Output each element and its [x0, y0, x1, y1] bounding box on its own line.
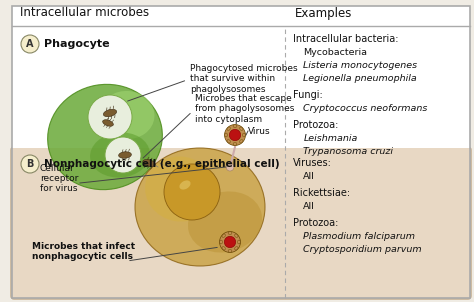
Circle shape — [21, 35, 39, 53]
Ellipse shape — [219, 240, 222, 244]
Text: Examples: Examples — [295, 7, 353, 20]
Circle shape — [164, 164, 220, 220]
Text: Microbes that escape
from phagolysosomes
into cytoplasm: Microbes that escape from phagolysosomes… — [143, 94, 294, 158]
Ellipse shape — [222, 247, 226, 250]
Text: Viruses:: Viruses: — [293, 158, 332, 168]
Circle shape — [105, 137, 141, 173]
Text: Protozoa:: Protozoa: — [293, 218, 339, 228]
Text: Virus: Virus — [248, 127, 271, 136]
Ellipse shape — [180, 180, 191, 190]
Text: All: All — [303, 202, 315, 211]
Text: Cellular: Cellular — [40, 164, 75, 173]
Ellipse shape — [222, 234, 226, 237]
Ellipse shape — [143, 159, 155, 166]
Circle shape — [224, 236, 236, 248]
Text: Microbes that infect: Microbes that infect — [32, 242, 135, 251]
Text: Rickettsiae:: Rickettsiae: — [293, 188, 350, 198]
Ellipse shape — [48, 84, 163, 190]
Ellipse shape — [227, 140, 230, 143]
Text: B: B — [27, 159, 34, 169]
Text: Legionella pneumophila: Legionella pneumophila — [303, 74, 417, 83]
FancyBboxPatch shape — [11, 147, 471, 299]
Ellipse shape — [239, 127, 243, 130]
Ellipse shape — [135, 148, 265, 266]
Text: Leishmania: Leishmania — [303, 134, 358, 143]
Ellipse shape — [103, 109, 117, 117]
Text: Cryptosporidium parvum: Cryptosporidium parvum — [303, 245, 422, 254]
Ellipse shape — [235, 247, 238, 250]
Ellipse shape — [233, 143, 237, 145]
Text: Mycobacteria: Mycobacteria — [303, 48, 367, 57]
Ellipse shape — [103, 120, 113, 126]
Ellipse shape — [118, 152, 131, 158]
Text: receptor: receptor — [40, 174, 78, 183]
Circle shape — [219, 232, 240, 252]
Ellipse shape — [237, 240, 240, 244]
Ellipse shape — [243, 133, 246, 137]
Text: nonphagocytic cells: nonphagocytic cells — [32, 252, 133, 261]
Text: Plasmodium falciparum: Plasmodium falciparum — [303, 232, 415, 241]
Text: Protozoa:: Protozoa: — [293, 120, 339, 130]
Bar — [12, 32, 470, 148]
Text: Listeria monocytogenes: Listeria monocytogenes — [303, 61, 418, 70]
Text: Phagocytosed microbes
that survive within
phagolysosomes: Phagocytosed microbes that survive withi… — [128, 64, 298, 101]
Ellipse shape — [90, 133, 150, 178]
Ellipse shape — [239, 140, 243, 143]
Circle shape — [226, 163, 234, 171]
Ellipse shape — [100, 91, 155, 139]
Text: All: All — [303, 172, 315, 181]
Ellipse shape — [235, 234, 238, 237]
Ellipse shape — [228, 232, 232, 235]
Circle shape — [21, 155, 39, 173]
Circle shape — [88, 95, 132, 139]
Bar — [12, 32, 285, 148]
Text: Fungi:: Fungi: — [293, 90, 323, 100]
Ellipse shape — [228, 249, 232, 252]
Text: Trypanosoma cruzi: Trypanosoma cruzi — [303, 147, 393, 156]
Text: Intracellular microbes: Intracellular microbes — [20, 7, 149, 20]
Ellipse shape — [188, 191, 262, 252]
Circle shape — [225, 124, 246, 146]
Circle shape — [229, 129, 241, 141]
Text: A: A — [26, 39, 34, 49]
Text: Cryptococcus neoformans: Cryptococcus neoformans — [303, 104, 428, 113]
Ellipse shape — [233, 125, 237, 127]
Text: for virus: for virus — [40, 184, 78, 193]
Bar — [12, 32, 470, 148]
Text: Phagocyte: Phagocyte — [44, 39, 109, 49]
Ellipse shape — [145, 156, 215, 222]
Ellipse shape — [225, 133, 228, 137]
Text: Intracellular bacteria:: Intracellular bacteria: — [293, 34, 399, 44]
Ellipse shape — [227, 127, 230, 130]
Text: Nonphagocytic cell (e.g., epithelial cell): Nonphagocytic cell (e.g., epithelial cel… — [44, 159, 280, 169]
